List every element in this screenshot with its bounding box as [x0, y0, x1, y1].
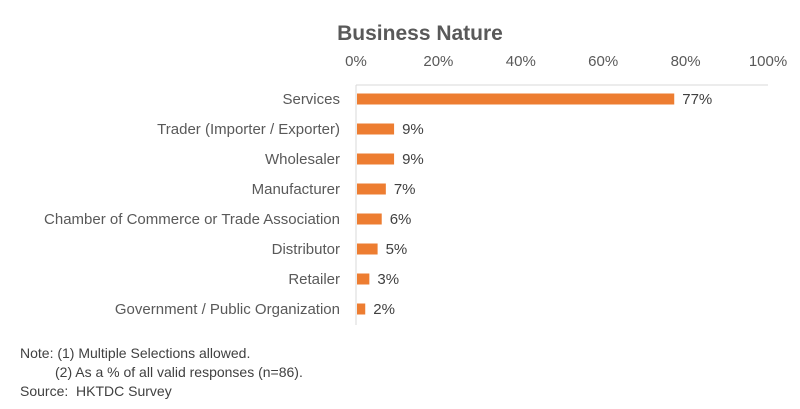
bar [357, 123, 395, 135]
bar [357, 303, 366, 315]
data-label: 6% [390, 211, 412, 228]
category-label: Services [282, 91, 340, 108]
bar [357, 183, 386, 195]
category-label: Distributor [272, 241, 340, 258]
chart-title: Business Nature [337, 22, 503, 45]
source-line: Source: HKTDC Survey [20, 383, 172, 399]
chart-notes: Note: (1) Multiple Selections allowed. (… [20, 344, 303, 401]
bar [357, 243, 378, 255]
bar [357, 153, 395, 165]
x-tick-label: 100% [749, 53, 787, 70]
note-line-2: (2) As a % of all valid responses (n=86)… [20, 364, 303, 380]
data-label: 5% [386, 241, 408, 258]
category-label: Retailer [288, 271, 340, 288]
category-label: Trader (Importer / Exporter) [157, 121, 340, 138]
x-tick-label: 80% [671, 53, 701, 70]
x-tick-label: 0% [345, 53, 367, 70]
data-label: 9% [402, 121, 424, 138]
bar [357, 93, 675, 105]
data-label: 9% [402, 151, 424, 168]
x-axis: 0% 20% 40% 60% 80% 100% [345, 53, 787, 325]
data-label: 2% [373, 301, 395, 318]
category-label: Manufacturer [252, 181, 340, 198]
data-label: 3% [377, 271, 399, 288]
bars: Services 77% Trader (Importer / Exporter) 9… [44, 91, 712, 318]
note-line-1: Note: (1) Multiple Selections allowed. [20, 345, 251, 361]
data-label: 7% [394, 181, 416, 198]
x-tick-label: 60% [588, 53, 618, 70]
category-label: Government / Public Organization [115, 301, 340, 318]
x-tick-label: 40% [506, 53, 536, 70]
data-label: 77% [682, 91, 712, 108]
bar [357, 213, 382, 225]
business-nature-chart: Business Nature 0% 20% 40% 60% 80% 100% Servi… [44, 22, 787, 325]
category-label: Chamber of Commerce or Trade Association [44, 211, 340, 228]
category-label: Wholesaler [265, 151, 340, 168]
bar [357, 273, 370, 285]
x-tick-label: 20% [423, 53, 453, 70]
